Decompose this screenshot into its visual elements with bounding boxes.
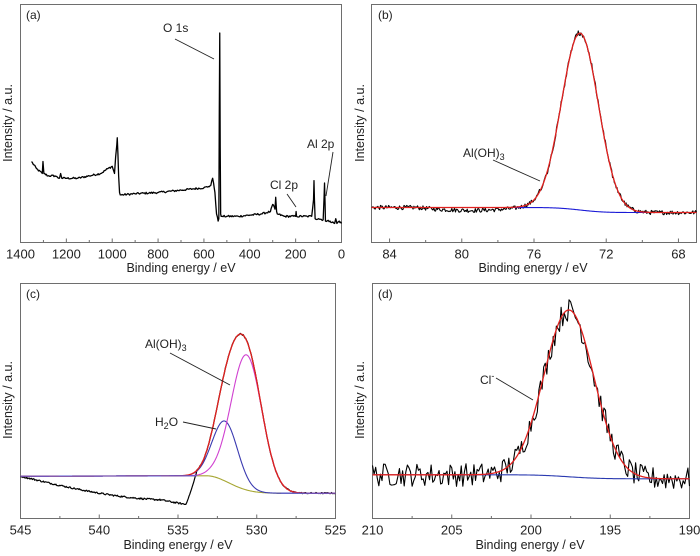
annotation-aloh3: Al(OH)3 xyxy=(463,146,505,162)
x-tick-label: 540 xyxy=(88,523,110,538)
annotation-o1s-arrow xyxy=(174,38,215,60)
panel-a-x-axis-label: Binding energy / eV xyxy=(126,261,236,275)
annotation-aloh3-text: Al(OH) xyxy=(145,337,182,351)
panel-b-y-axis-label: Intensity / a.u. xyxy=(353,84,367,162)
x-tick-label: 600 xyxy=(193,247,215,262)
annotation-cl2p-arrow xyxy=(286,193,297,208)
annotation-h2o-subscript: 2 xyxy=(164,421,169,431)
h2o-component-line xyxy=(20,420,336,494)
panel-c-o1s-spectrum: (c) 545 540 535 530 525 Binding energy / eV … xyxy=(1,283,347,552)
background-line xyxy=(20,475,336,494)
x-tick-label: 545 xyxy=(10,523,32,538)
x-tick-label: 210 xyxy=(362,523,384,538)
annotation-aloh3-arrow xyxy=(492,159,541,182)
panel-a-label: (a) xyxy=(26,8,41,22)
x-tick-label: 200 xyxy=(285,247,307,262)
x-tick-label: 1000 xyxy=(98,247,127,262)
panel-b-series xyxy=(371,30,697,216)
annotation-al2p-arrow xyxy=(325,151,334,197)
experimental-spectrum-line xyxy=(371,30,697,216)
panel-d-label: (d) xyxy=(378,287,393,301)
x-tick-label: 80 xyxy=(455,247,469,262)
annotation-aloh3-subscript: 3 xyxy=(500,152,505,162)
annotation-h2o-tail: O xyxy=(169,415,178,429)
panel-c-x-axis-label: Binding energy / eV xyxy=(123,538,233,552)
x-tick-label: 0 xyxy=(338,247,345,262)
annotation-cl2p: Cl 2p xyxy=(270,178,298,192)
annotation-cl-text: Cl xyxy=(480,373,491,387)
x-tick-label: 1400 xyxy=(6,247,35,262)
panel-d-x-ticks: 210 205 200 195 190 xyxy=(362,514,700,538)
x-tick-label: 200 xyxy=(520,523,542,538)
panel-c-x-ticks: 545 540 535 530 525 xyxy=(10,514,347,538)
x-tick-label: 535 xyxy=(167,523,189,538)
annotation-aloh3-subscript: 3 xyxy=(182,343,187,353)
panel-d-series xyxy=(371,299,691,489)
x-tick-label: 84 xyxy=(382,247,396,262)
panel-d-annotations: Cl- xyxy=(480,371,534,401)
annotation-cl-ion: Cl- xyxy=(480,371,494,387)
panel-a-x-ticks: 1400 1200 1000 800 600 400 200 0 xyxy=(6,238,345,262)
x-tick-label: 72 xyxy=(599,247,613,262)
panel-b-x-axis-label: Binding energy / eV xyxy=(478,261,588,275)
annotation-cl-arrow xyxy=(495,377,534,401)
fit-envelope-line xyxy=(371,32,697,214)
x-tick-label: 190 xyxy=(679,523,700,538)
panel-c-series xyxy=(20,332,336,505)
annotation-o1s: O 1s xyxy=(163,21,188,35)
annotation-aloh3-arrow xyxy=(169,352,231,386)
x-tick-label: 68 xyxy=(671,247,685,262)
x-tick-label: 205 xyxy=(441,523,463,538)
x-tick-label: 1200 xyxy=(52,247,81,262)
panel-b-annotations: Al(OH)3 xyxy=(463,146,541,182)
panel-d-cl2p-spectrum: (d) 210 205 200 195 190 Binding energy / eV … xyxy=(353,283,700,552)
x-tick-label: 195 xyxy=(599,523,621,538)
x-tick-label: 800 xyxy=(147,247,169,262)
x-tick-label: 530 xyxy=(246,523,268,538)
experimental-spectrum-line xyxy=(371,299,691,489)
panel-b-x-ticks: 84 80 76 72 68 xyxy=(382,238,686,262)
panel-c-annotations: Al(OH)3 H2O xyxy=(145,337,231,431)
annotation-h2o-text: H xyxy=(155,415,164,429)
panel-a-annotations: O 1s Cl 2p Al 2p xyxy=(163,21,335,208)
fit-envelope-line xyxy=(20,333,336,494)
annotation-al2p: Al 2p xyxy=(307,137,335,151)
panel-c-y-axis-label: Intensity / a.u. xyxy=(1,361,15,439)
annotation-aloh3-text: Al(OH) xyxy=(463,146,500,160)
panel-d-axes-frame xyxy=(372,283,690,519)
panel-b-label: (b) xyxy=(378,8,393,22)
panel-a-series xyxy=(31,32,343,225)
annotation-cl-superscript: - xyxy=(491,371,494,381)
survey-spectrum-line xyxy=(31,32,343,225)
panel-a-survey-spectrum: (a) 1400 1200 1000 800 600 400 200 0 Binding en… xyxy=(1,4,345,275)
panel-d-x-axis-label: Binding energy / eV xyxy=(475,538,585,552)
annotation-h2o-arrow xyxy=(182,421,217,430)
panel-a-y-axis-label: Intensity / a.u. xyxy=(1,84,15,162)
x-tick-label: 400 xyxy=(239,247,261,262)
panel-a-axes-frame xyxy=(20,4,342,243)
fit-envelope-line xyxy=(372,309,690,480)
x-tick-label: 525 xyxy=(325,523,347,538)
annotation-h2o: H2O xyxy=(155,415,178,431)
panel-c-label: (c) xyxy=(26,287,40,301)
annotation-aloh3: Al(OH)3 xyxy=(145,337,187,353)
x-tick-label: 76 xyxy=(527,247,541,262)
panel-b-al2p-spectrum: (b) 84 80 76 72 68 Binding energy / eV Inten… xyxy=(353,4,697,275)
panel-c-axes-frame xyxy=(20,283,336,519)
panel-d-y-axis-label: Intensity / a.u. xyxy=(353,361,367,439)
